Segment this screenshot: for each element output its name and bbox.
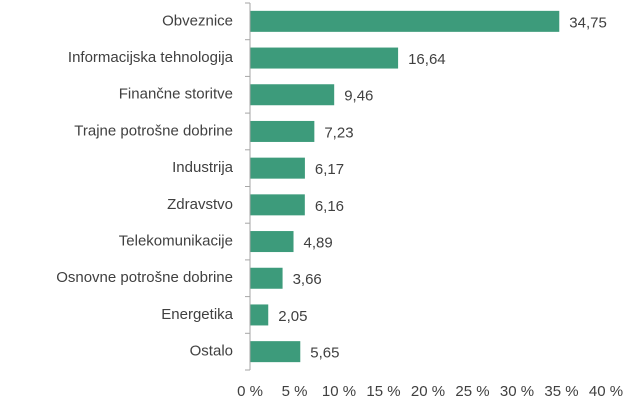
y-tick-label: Finančne storitve xyxy=(119,86,233,103)
data-label: 9,46 xyxy=(344,88,373,105)
bar xyxy=(250,231,294,253)
y-tick-label: Energetika xyxy=(161,306,233,323)
y-tick-label: Zdravstvo xyxy=(167,196,233,213)
x-tick-label: 5 % xyxy=(282,383,308,400)
data-label: 34,75 xyxy=(569,14,607,31)
data-label: 4,89 xyxy=(304,235,333,252)
data-label: 2,05 xyxy=(278,308,307,325)
data-label: 7,23 xyxy=(324,124,353,141)
y-tick-label: Ostalo xyxy=(190,343,233,360)
y-tick-label: Industrija xyxy=(172,159,234,176)
data-label: 6,17 xyxy=(315,161,344,178)
x-tick-label: 40 % xyxy=(589,383,623,400)
x-tick-label: 30 % xyxy=(500,383,534,400)
x-tick-label: 25 % xyxy=(455,383,489,400)
y-tick-label: Obveznice xyxy=(162,12,233,29)
x-tick-label: 0 % xyxy=(237,383,263,400)
x-tick-label: 15 % xyxy=(366,383,400,400)
bar xyxy=(250,304,269,326)
bar xyxy=(250,84,335,106)
data-label: 5,65 xyxy=(310,345,339,362)
y-tick-label: Informacijska tehnologija xyxy=(68,49,234,66)
y-tick-label: Osnovne potrošne dobrine xyxy=(56,269,233,286)
y-tick-label: Telekomunikacije xyxy=(119,233,233,250)
x-tick-label: 35 % xyxy=(544,383,578,400)
bar xyxy=(250,157,305,179)
data-label: 6,16 xyxy=(315,198,344,215)
bar xyxy=(250,47,399,69)
x-tick-label: 10 % xyxy=(322,383,356,400)
data-label: 3,66 xyxy=(293,271,322,288)
bar xyxy=(250,194,305,216)
bar xyxy=(250,10,560,32)
bar xyxy=(250,120,315,142)
x-tick-label: 20 % xyxy=(411,383,445,400)
bar xyxy=(250,267,283,289)
data-label: 16,64 xyxy=(408,51,446,68)
y-tick-label: Trajne potrošne dobrine xyxy=(74,122,233,139)
bar xyxy=(250,341,301,363)
